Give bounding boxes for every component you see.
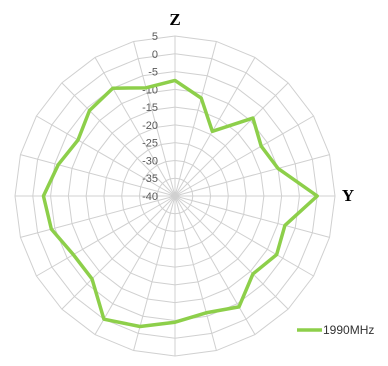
grid-spoke xyxy=(174,115,314,197)
grid-spoke xyxy=(61,82,176,197)
tick-label: -40 xyxy=(142,191,158,203)
grid-spoke xyxy=(36,195,176,277)
series-line-1990mhz xyxy=(41,78,319,329)
tick-label: -15 xyxy=(142,102,158,114)
grid-spoke xyxy=(174,195,217,351)
tick-label: 0 xyxy=(152,49,158,61)
legend: 1990MHz xyxy=(297,323,374,337)
grid-spoke xyxy=(94,195,176,335)
grid-spoke xyxy=(174,82,289,197)
grid-spoke xyxy=(20,154,176,197)
tick-label: -35 xyxy=(142,173,158,185)
tick-label: -25 xyxy=(142,138,158,150)
grid-spoke xyxy=(174,195,330,238)
grid-spoke xyxy=(174,195,314,277)
grid-spoke xyxy=(94,57,176,197)
grid-spoke xyxy=(174,195,289,310)
tick-label: -20 xyxy=(142,120,158,132)
axis-title-z: Z xyxy=(169,10,180,29)
grid-spoke xyxy=(20,195,176,238)
tick-label: 5 xyxy=(152,31,158,43)
grid-spoke xyxy=(174,57,256,197)
grid-spoke xyxy=(36,115,176,197)
tick-label: -30 xyxy=(142,155,158,167)
grid-spoke xyxy=(174,195,256,335)
grid-spoke xyxy=(174,41,217,197)
grid-spoke xyxy=(61,195,176,310)
grid-spoke xyxy=(133,41,176,197)
axis-title-y: Y xyxy=(342,186,354,205)
tick-label: -5 xyxy=(148,67,158,79)
radar-grid xyxy=(14,35,336,357)
series-layer xyxy=(41,78,319,329)
legend-label: 1990MHz xyxy=(323,323,374,337)
grid-spoke xyxy=(174,154,330,197)
